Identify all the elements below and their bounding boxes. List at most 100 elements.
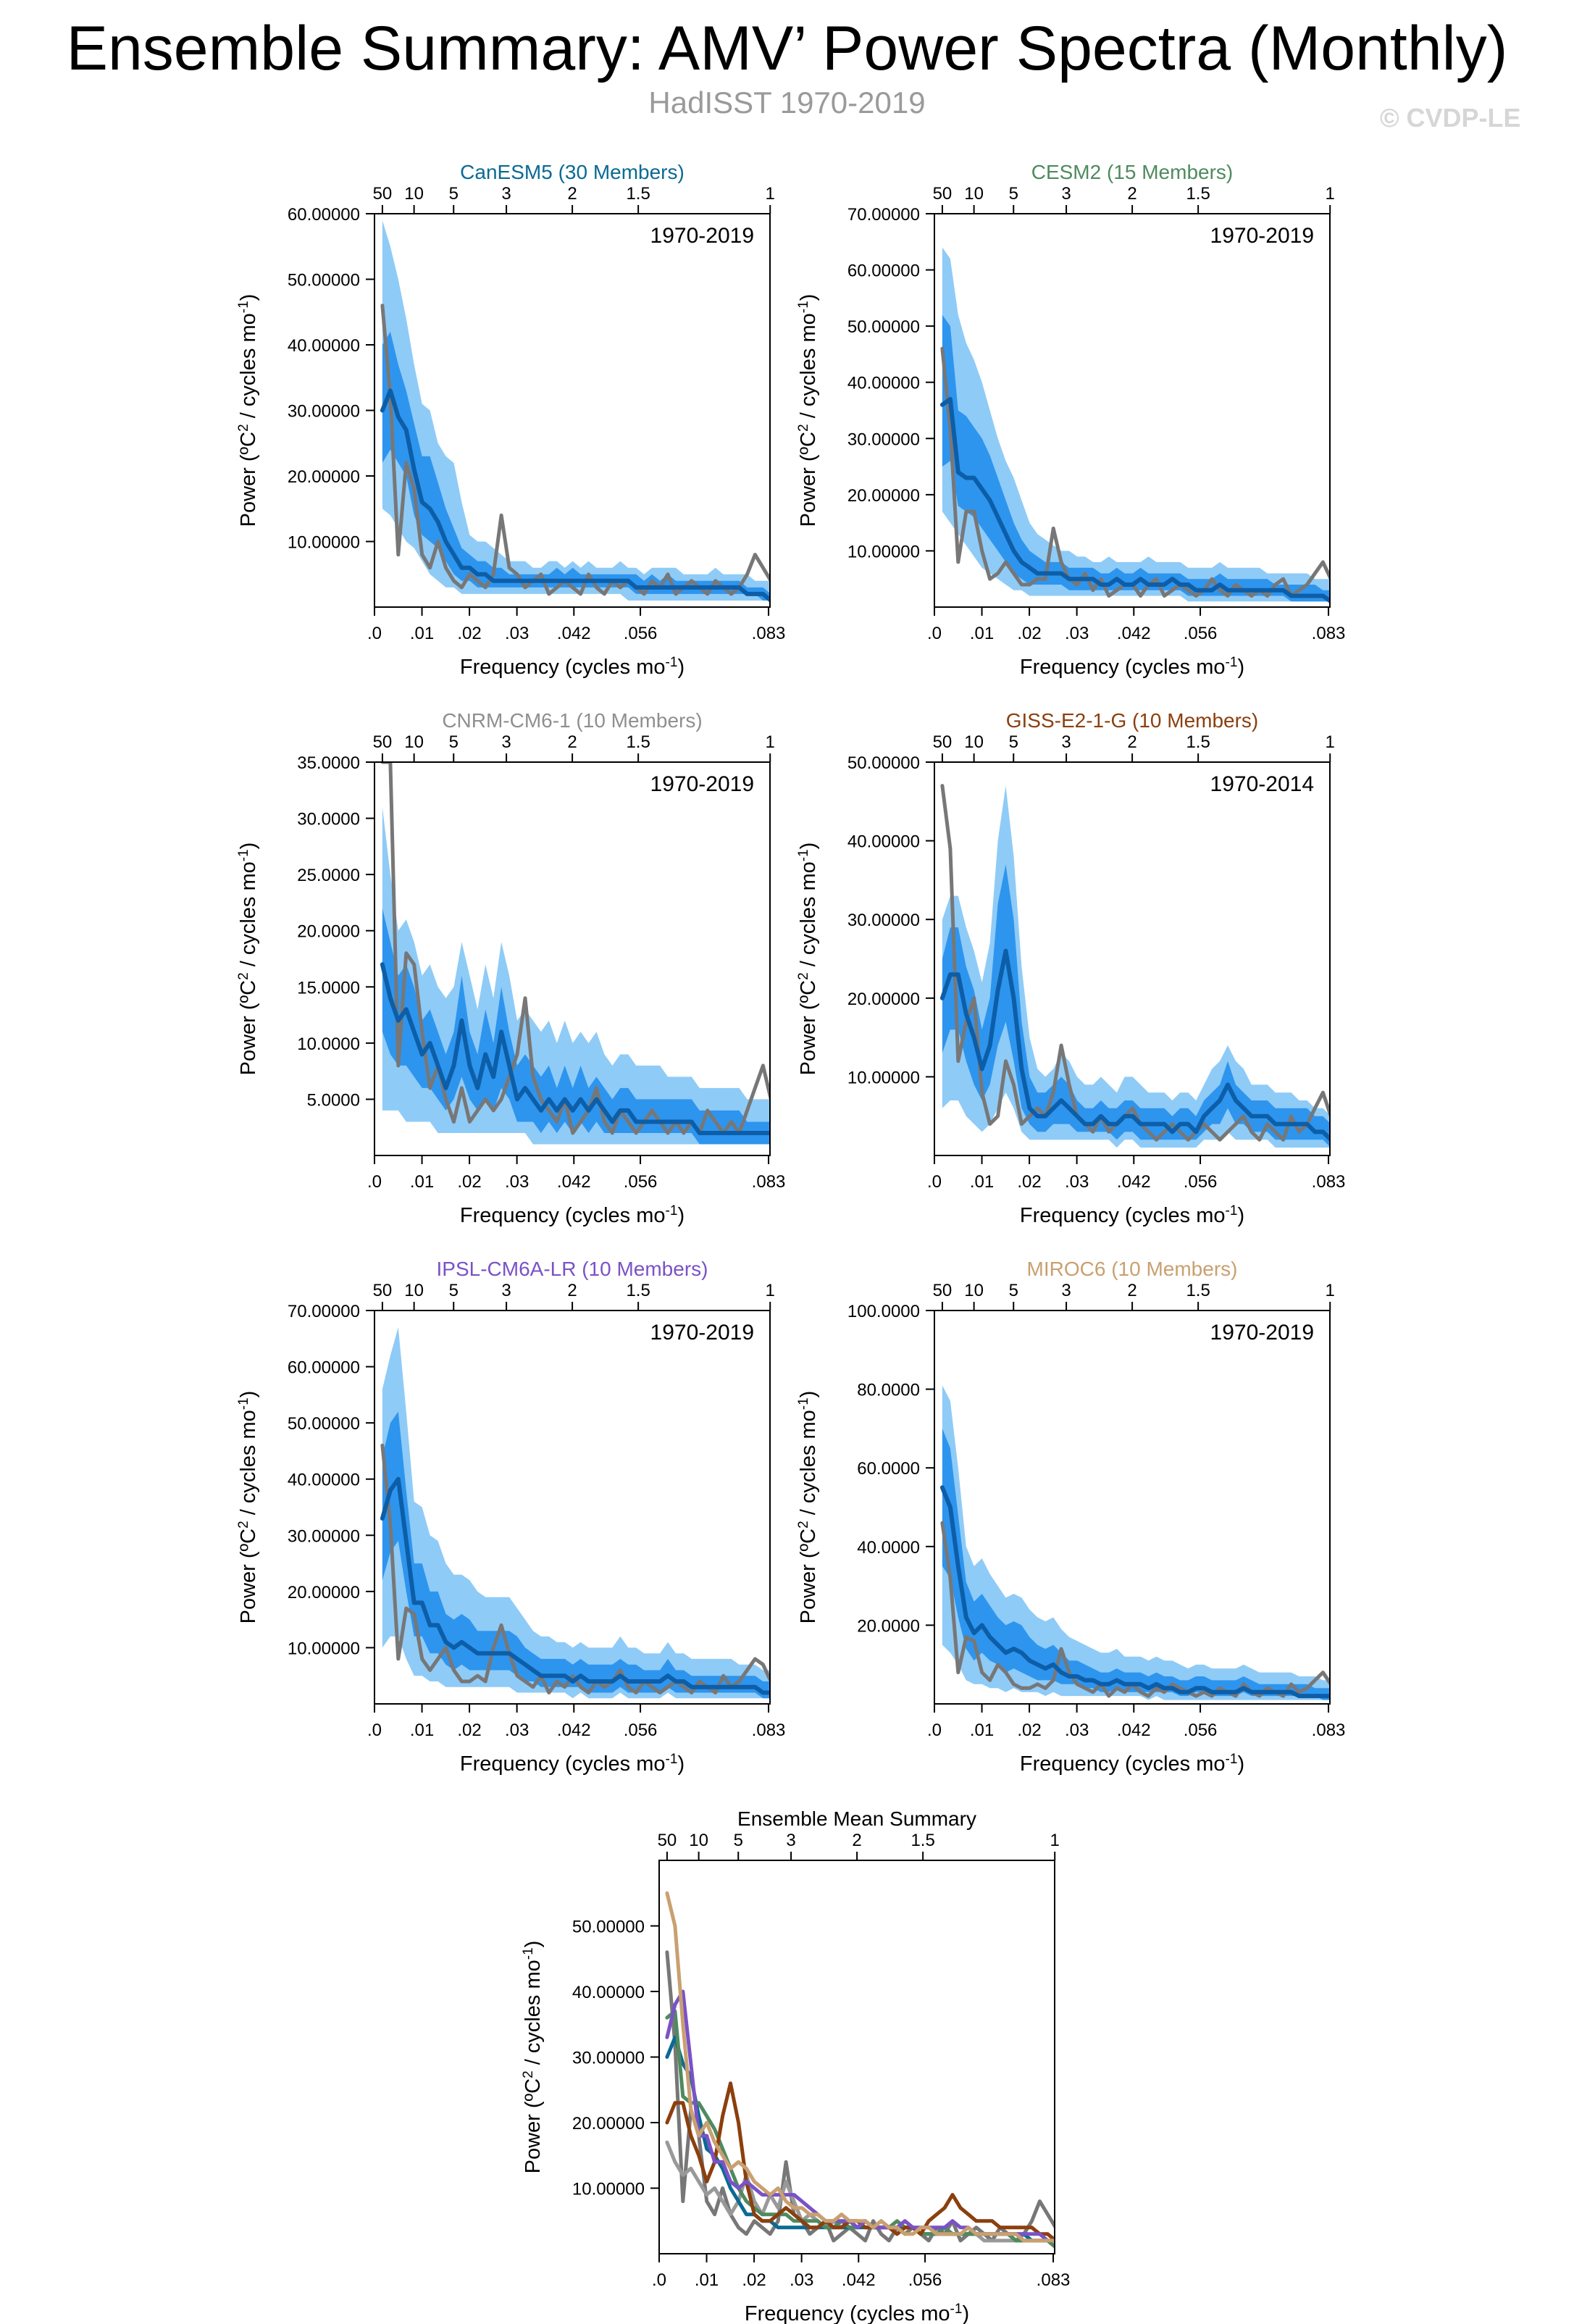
- plot-area: [380, 220, 770, 603]
- panel-title: GISS-E2-1-G (10 Members): [1006, 709, 1259, 732]
- top-tick-label: 3: [786, 1831, 795, 1850]
- x-tick-label: .02: [457, 624, 481, 643]
- panel-cesm2: .0 .01 .02 .03 .042 .056 .083 50 10 5 3 2 1.5 1 10.000…: [796, 161, 1345, 679]
- x-tick-label: .083: [752, 1721, 786, 1740]
- top-tick-label: 50: [373, 184, 393, 204]
- y-tick-label: 10.00000: [847, 542, 920, 561]
- top-tick-label: 2: [567, 1281, 577, 1300]
- spread-band-outer: [942, 1385, 1330, 1700]
- page-title: Ensemble Summary: AMV’ Power Spectra (Mo…: [66, 14, 1508, 83]
- y-axis-label: Power (ºC2 / cycles mo-1): [796, 1391, 820, 1624]
- x-tick-label: .01: [695, 2270, 719, 2290]
- top-tick-label: 1: [766, 732, 775, 752]
- top-tick-label: 1: [766, 184, 775, 204]
- x-tick-label: .042: [557, 1172, 591, 1192]
- x-tick-label: .0: [652, 2270, 666, 2290]
- y-tick-label: 60.0000: [857, 1459, 920, 1479]
- ensemble-mean-line: [380, 388, 770, 603]
- x-tick-label: .056: [908, 2270, 942, 2290]
- y-tick-label: 5.0000: [307, 1090, 360, 1110]
- x-tick-label: .083: [752, 624, 786, 643]
- x-axis-label: Frequency (cycles mo-1): [460, 1752, 685, 1776]
- top-tick-label: 50: [373, 732, 393, 752]
- y-tick-label: 20.00000: [572, 2114, 645, 2133]
- y-tick-label: 30.00000: [288, 402, 360, 422]
- ensemble-mean-line: [939, 397, 1330, 603]
- panel-giss-e2-1-g: .0 .01 .02 .03 .042 .056 .083 50 10 5 3 2 1.5 1 10.000…: [796, 709, 1345, 1227]
- series-line-0: [665, 1950, 1055, 2243]
- y-tick-label: 60.00000: [288, 205, 360, 225]
- y-tick-label: 20.0000: [297, 922, 360, 942]
- top-tick-label: 50: [933, 184, 953, 204]
- x-tick-label: .01: [970, 624, 994, 643]
- panel-summary: .0 .01 .02 .03 .042 .056 .083 50 10 5 3 2 1.5 1 10.000…: [521, 1807, 1070, 2324]
- panel-title: CESM2 (15 Members): [1031, 161, 1234, 183]
- y-tick-label: 10.0000: [297, 1034, 360, 1054]
- x-tick-label: .083: [1312, 1721, 1346, 1740]
- x-tick-label: .042: [1117, 1721, 1151, 1740]
- obs-line: [380, 304, 770, 596]
- panel-miroc6: .0 .01 .02 .03 .042 .056 .083 50 10 5 3 2 1.5 1 20.000…: [796, 1258, 1345, 1776]
- top-tick-label: 1: [1326, 732, 1335, 752]
- y-tick-label: 30.0000: [297, 810, 360, 829]
- x-tick-label: .0: [367, 1172, 382, 1192]
- top-tick-label: 1.5: [626, 732, 650, 752]
- period-label: 1970-2019: [650, 772, 754, 796]
- ensemble-mean-line: [939, 948, 1330, 1142]
- plot-area: [939, 784, 1330, 1148]
- y-tick-label: 50.00000: [847, 317, 920, 337]
- top-tick-label: 10: [964, 1281, 984, 1300]
- spread-band-outer: [382, 1327, 770, 1699]
- x-tick-label: .042: [842, 2270, 876, 2290]
- y-tick-label: 10.00000: [847, 1068, 920, 1087]
- x-tick-label: .03: [505, 1172, 529, 1192]
- x-tick-label: .083: [1312, 1172, 1346, 1192]
- y-axis-label: Power (ºC2 / cycles mo-1): [521, 1941, 545, 2174]
- x-tick-label: .042: [1117, 1172, 1151, 1192]
- top-tick-label: 3: [1061, 732, 1071, 752]
- series-line-2: [665, 2035, 1055, 2249]
- top-tick-label: 10: [404, 1281, 424, 1300]
- top-tick-label: 10: [964, 732, 984, 752]
- y-axis-label: Power (ºC2 / cycles mo-1): [796, 294, 820, 527]
- x-tick-label: .01: [970, 1172, 994, 1192]
- x-tick-label: .056: [624, 1721, 658, 1740]
- obs-line: [940, 784, 1330, 1142]
- panel-title: CanESM5 (30 Members): [460, 161, 685, 183]
- x-tick-label: .02: [1017, 624, 1041, 643]
- top-tick-label: 3: [1061, 184, 1071, 204]
- x-tick-label: .03: [505, 1721, 529, 1740]
- x-tick-label: .01: [970, 1721, 994, 1740]
- copyright-notice: © CVDP-LE: [1380, 103, 1521, 133]
- x-tick-label: .01: [410, 1721, 434, 1740]
- top-tick-label: 1: [1050, 1831, 1060, 1850]
- spread-band-outer: [942, 785, 1330, 1148]
- obs-line: [940, 346, 1330, 598]
- x-tick-label: .056: [1184, 624, 1218, 643]
- y-tick-label: 70.00000: [847, 205, 920, 225]
- x-tick-label: .0: [367, 1721, 382, 1740]
- x-axis-label: Frequency (cycles mo-1): [1020, 1203, 1244, 1227]
- page-subtitle: HadISST 1970-2019: [648, 85, 926, 120]
- y-tick-label: 20.00000: [847, 990, 920, 1009]
- period-label: 1970-2014: [1210, 772, 1314, 796]
- panel-title: CNRM-CM6-1 (10 Members): [442, 709, 702, 732]
- x-tick-label: .03: [1065, 624, 1089, 643]
- x-tick-label: .083: [1312, 624, 1346, 643]
- top-tick-label: 5: [449, 732, 459, 752]
- x-tick-label: .083: [752, 1172, 786, 1192]
- top-tick-label: 2: [852, 1831, 861, 1850]
- x-tick-label: .03: [505, 624, 529, 643]
- y-tick-label: 100.0000: [847, 1302, 920, 1321]
- top-tick-label: 10: [964, 184, 984, 204]
- y-tick-label: 60.00000: [847, 262, 920, 281]
- x-axis-label: Frequency (cycles mo-1): [1020, 655, 1244, 679]
- y-tick-label: 20.00000: [288, 467, 360, 487]
- x-tick-label: .03: [1065, 1172, 1089, 1192]
- x-tick-label: .02: [457, 1172, 481, 1192]
- x-axis-label: Frequency (cycles mo-1): [460, 1203, 685, 1227]
- y-axis-label: Power (ºC2 / cycles mo-1): [236, 1391, 260, 1624]
- top-tick-label: 50: [373, 1281, 393, 1300]
- top-tick-label: 1.5: [1186, 1281, 1210, 1300]
